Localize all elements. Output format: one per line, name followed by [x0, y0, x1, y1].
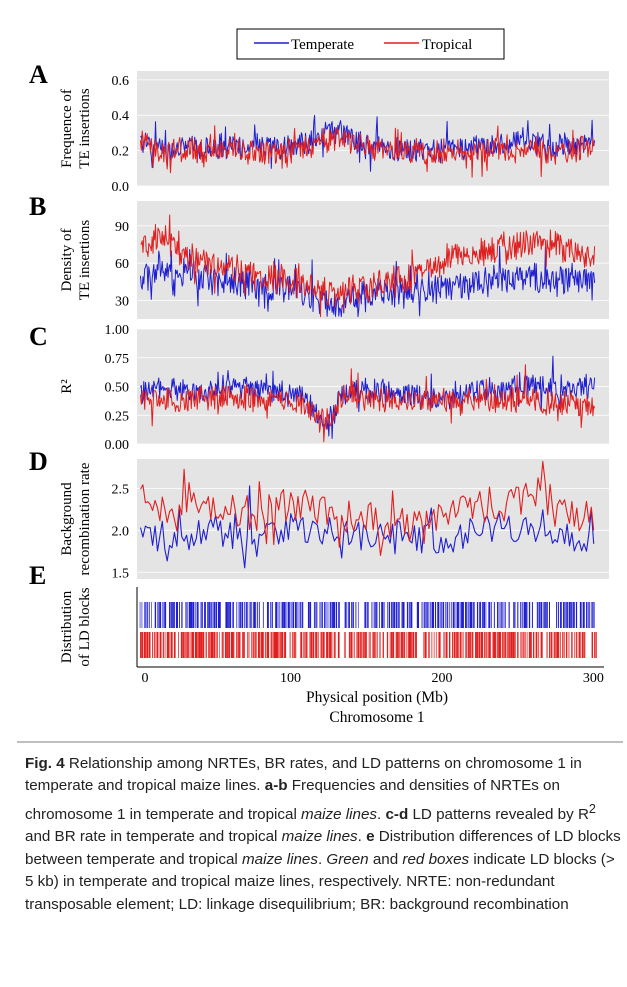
series-tropical-line: [140, 364, 596, 443]
series-temperate-line: [140, 355, 596, 439]
y-tick-label: 0.25: [105, 409, 130, 424]
caption-text: indicate LD blocks (> 5 kb) in temperate…: [25, 850, 615, 913]
series-tropical-line: [140, 125, 595, 178]
series-tropical-line: [140, 214, 596, 318]
x-tick-label: 300: [583, 671, 604, 686]
figure-chart: Temperate Tropical A B C D E Frequence o…: [17, 28, 623, 743]
panel-letter-d: D: [29, 447, 48, 476]
panel-letter-b: B: [29, 192, 46, 221]
panel-letter-e: E: [29, 561, 46, 590]
caption-italic: maize lines: [241, 850, 318, 868]
y-axis-title: R²: [59, 379, 75, 394]
caption-text: .: [357, 828, 367, 846]
y-axis-title: of LD blocks: [77, 587, 93, 666]
caption-text: Frequencies and densities of NRTEs on ch…: [25, 777, 560, 823]
x-tick-label: 200: [431, 671, 452, 686]
y-axis-title: recombination rate: [77, 462, 93, 575]
caption-ref: e: [366, 828, 375, 846]
y-axis-title: TE insertions: [77, 88, 93, 169]
y-tick-label: 90: [115, 220, 129, 235]
caption-ref: c-d: [385, 805, 409, 823]
plot-background: [137, 459, 609, 579]
caption-fig-label: Fig. 4: [25, 755, 65, 772]
y-axis-title: Background: [59, 482, 75, 556]
plot-background: [137, 71, 609, 186]
caption-text: .: [377, 805, 386, 823]
x-axis-subtitle: Chromosome 1: [329, 709, 424, 726]
caption-superscript: 2: [588, 801, 596, 816]
caption-italic: Green: [326, 850, 369, 868]
y-tick-label: 2.5: [112, 482, 130, 497]
legend: Temperate Tropical: [236, 28, 505, 60]
panel-letter-c: C: [29, 322, 48, 351]
x-tick-label: 100: [280, 671, 301, 686]
figure-frame: Temperate Tropical A B C D E Frequence o…: [9, 9, 623, 982]
legend-tropical-label: Tropical: [422, 37, 472, 53]
y-axis-title: Distribution: [59, 590, 75, 663]
caption-text: and: [368, 850, 403, 868]
caption-italic: maize lines: [301, 805, 378, 823]
caption-text: LD patterns revealed by R: [408, 805, 589, 823]
panel-letter-a: A: [29, 60, 48, 89]
series-temperate-line: [139, 485, 595, 569]
y-tick-label: 1.00: [105, 323, 130, 338]
y-tick-label: 0.0: [112, 180, 130, 195]
legend-box: [236, 28, 505, 60]
caption-italic: red boxes: [402, 850, 470, 868]
caption-text: and BR rate in temperate and tropical: [25, 828, 282, 846]
y-tick-label: 1.5: [112, 566, 130, 581]
x-axis-title: Physical position (Mb): [306, 689, 448, 706]
y-tick-label: 2.0: [112, 524, 130, 539]
y-tick-label: 0.4: [112, 109, 130, 124]
x-axis: 0 100 200 300 Physical position (Mb) Chr…: [137, 666, 604, 726]
legend-temperate-label: Temperate: [291, 37, 354, 53]
y-tick-label: 60: [115, 257, 129, 272]
caption-ref: a-b: [264, 777, 288, 795]
caption-text: .: [317, 850, 327, 868]
x-tick-label: 0: [142, 671, 149, 686]
series-tropical-line: [140, 460, 595, 556]
caption-text: Distribution differences of LD blocks be…: [25, 828, 621, 868]
y-axis-title: Frequence of: [59, 89, 75, 168]
y-axis-title: Density of: [59, 229, 75, 292]
figure-caption: Fig. 4 Relationship among NRTEs, BR rate…: [25, 753, 621, 916]
y-axis-title: TE insertions: [77, 220, 93, 301]
y-tick-label: 0.00: [105, 438, 130, 453]
y-tick-label: 0.2: [112, 145, 130, 160]
caption-text: Relationship among NRTEs, BR rates, and …: [25, 755, 582, 795]
y-tick-label: 0.6: [112, 74, 130, 89]
y-tick-label: 0.50: [105, 381, 130, 396]
caption-italic: maize lines: [281, 828, 358, 846]
y-tick-label: 30: [115, 294, 129, 309]
y-tick-label: 0.75: [105, 352, 130, 367]
panels: Frequence of TE insertions0.00.20.40.6Den…: [59, 71, 609, 667]
